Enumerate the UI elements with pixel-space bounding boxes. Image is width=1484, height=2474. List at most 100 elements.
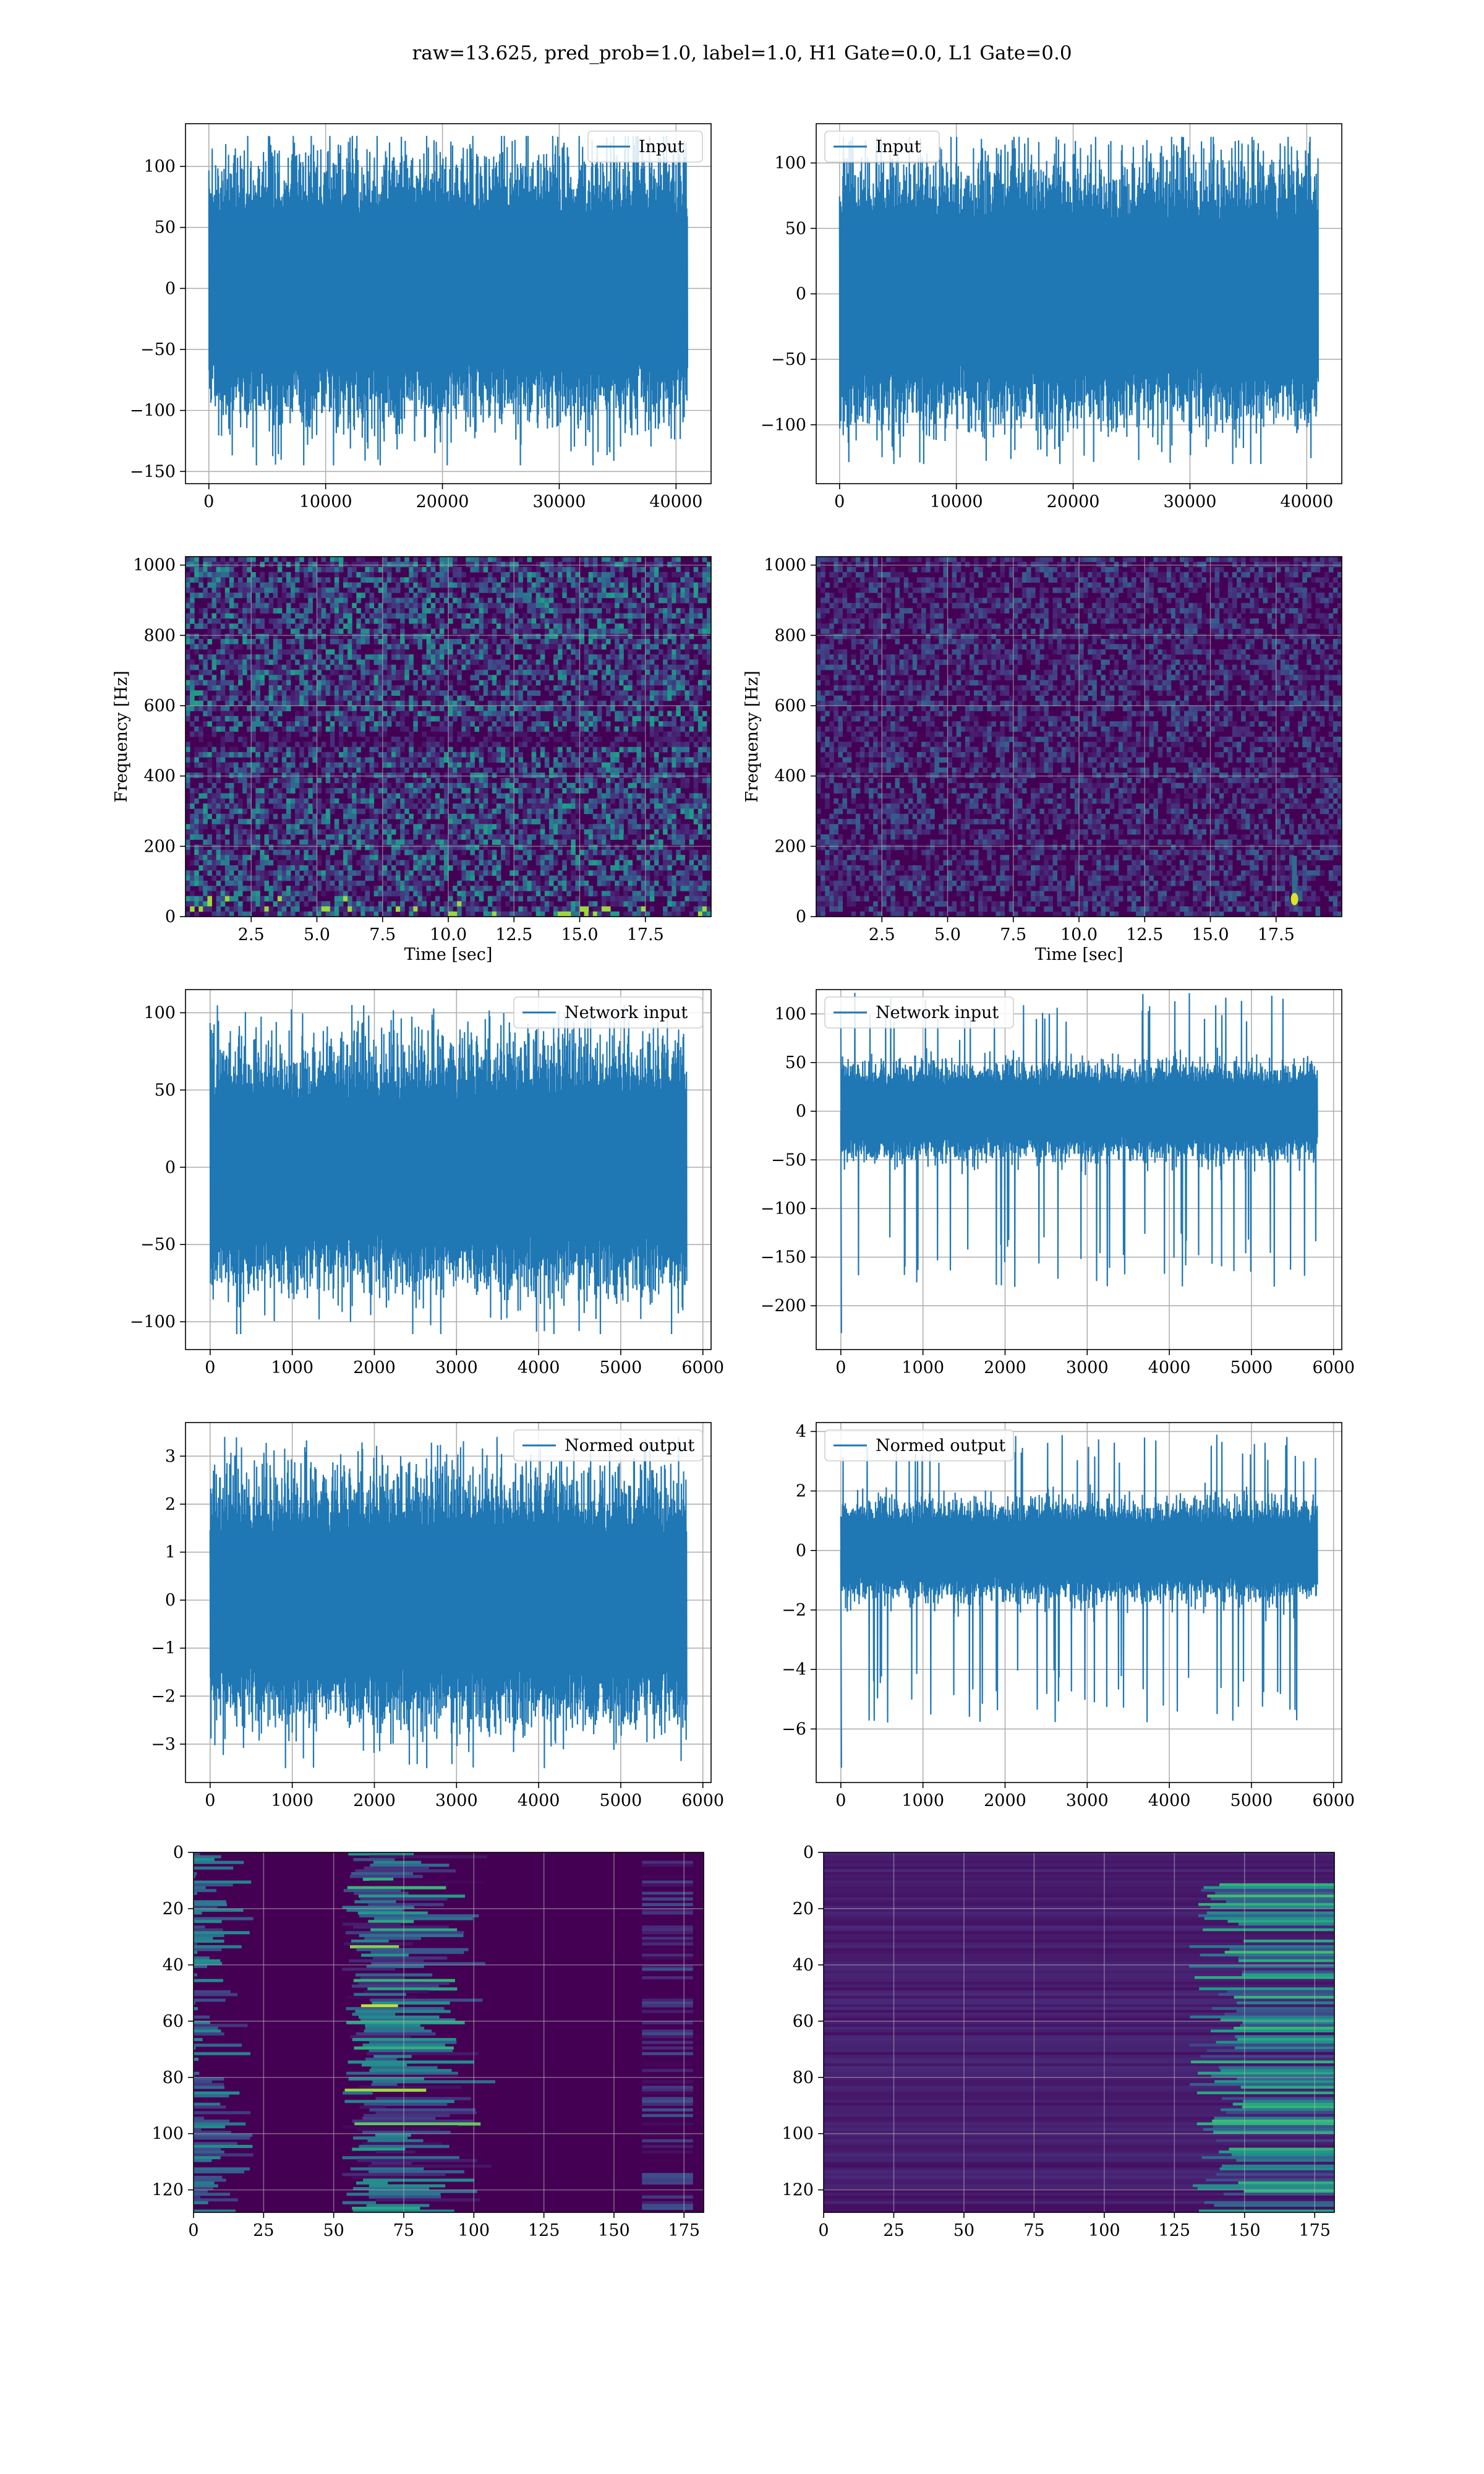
h1-spectrogram-cell: [435, 690, 440, 696]
h1-spectrogram-cell: [317, 711, 322, 717]
h1-spectrogram-cell: [369, 577, 375, 583]
h1-spectrogram-cell: [592, 870, 598, 876]
h1-spectrogram-cell: [286, 824, 291, 830]
h1-spectrogram-cell: [417, 855, 422, 861]
l1-input-legend-box: [824, 131, 940, 163]
h1-spectrogram-cell: [514, 571, 519, 578]
h1-spectrogram-cell: [632, 767, 638, 773]
h1-spectrogram-cell: [575, 571, 580, 578]
h1-spectrogram-cell: [540, 613, 545, 619]
h1-spectrogram-cell: [558, 824, 563, 830]
h1-spectrogram-cell: [317, 680, 322, 686]
h1-spectrogram-cell: [194, 870, 199, 876]
h1-spectrogram-cell: [535, 659, 541, 666]
h1-spectrogram-cell: [312, 675, 317, 681]
h1-spectrogram-cell: [334, 659, 339, 666]
h1-spectrogram-cell: [649, 731, 655, 737]
h1-spectrogram-cell: [654, 664, 659, 670]
h1-spectrogram-cell: [334, 762, 339, 768]
h1-spectrogram-cell: [457, 793, 462, 799]
h1-spectrogram-cell: [430, 706, 436, 711]
h1-spectrogram-cell: [496, 602, 501, 609]
h1-spectrogram-cell: [615, 773, 620, 779]
h1-spectrogram-cell: [496, 747, 501, 753]
h1-input-frame: [185, 123, 712, 484]
h1-spectrogram-cell: [667, 613, 672, 619]
h1-spectrogram-cell: [409, 875, 414, 881]
h1-spectrogram-cell: [194, 706, 199, 711]
h1-spectrogram-cell: [356, 839, 361, 845]
h1-spectrogram-cell: [426, 711, 432, 717]
h1-spectrogram-cell: [615, 633, 620, 640]
h1-spectrogram-cell: [474, 829, 480, 835]
h1-spectrogram-cell: [378, 654, 383, 660]
h1-spectrogram-cell: [396, 849, 401, 855]
h1-spectrogram-cell: [338, 562, 344, 568]
h1-spectrogram-cell: [448, 829, 453, 835]
h1-spectrogram-cell: [623, 844, 628, 850]
h1-spectrogram-cell: [334, 593, 339, 599]
h1-spectrogram-cell: [654, 829, 659, 835]
h1-spectrogram-cell: [628, 608, 633, 614]
h1-spectrogram-cell: [417, 865, 422, 871]
h1-spectrogram-cell: [461, 788, 466, 794]
h1-spectrogram-cell: [659, 813, 663, 820]
h1-spectrogram-cell: [663, 782, 668, 789]
h1-spectrogram-cell: [435, 773, 440, 779]
h1-spectrogram-cell: [676, 870, 681, 876]
h1-spectrogram-cell: [186, 762, 190, 768]
h1-spectrogram-cell: [535, 562, 541, 568]
h1-spectrogram-cell: [540, 773, 545, 779]
h1-spectrogram-cell: [615, 782, 620, 789]
h1-spectrogram-cell: [619, 855, 624, 861]
h1-spectrogram-cell: [186, 613, 190, 619]
h1-spectrogram-cell: [562, 762, 567, 768]
h1-spectrogram-cell: [684, 777, 690, 784]
h1-spectrogram-cell: [659, 798, 663, 804]
h1-spectrogram-cell: [592, 824, 598, 830]
h1-spectrogram-cell: [505, 618, 510, 624]
h1-spectrogram-cell: [356, 808, 361, 815]
h1-spectrogram-cell: [597, 628, 602, 635]
h1-spectrogram-cell: [186, 824, 190, 830]
h1-spectrogram-cell: [654, 782, 659, 789]
h1-spectrogram-cell: [672, 782, 676, 789]
h1-spectrogram-cell: [479, 623, 484, 629]
h1-spectrogram-cell: [649, 782, 655, 789]
h1-spectrogram-cell: [566, 782, 571, 789]
h1-spectrogram-cell: [501, 757, 506, 763]
h1-spectrogram-cell: [417, 644, 422, 650]
h1-spectrogram-cell: [689, 798, 694, 804]
h1-spectrogram-cell: [422, 587, 427, 593]
h1-spectrogram-cell: [233, 747, 239, 753]
h1-spectrogram-cell: [623, 706, 628, 711]
h1-spectrogram-cell: [190, 757, 195, 763]
h1-spectrogram-cell: [659, 557, 663, 562]
h1-spectrogram-cell: [435, 751, 440, 758]
h1-spectrogram-cell: [255, 824, 260, 830]
h1-spectrogram-cell: [233, 706, 239, 711]
h1-spectrogram-cell: [659, 721, 663, 727]
h1-spectrogram-cell: [606, 829, 611, 835]
h1-spectrogram-cell: [260, 855, 265, 861]
h1-spectrogram-cell: [457, 834, 462, 840]
h1-spectrogram-cell: [672, 793, 676, 799]
h1-spectrogram-cell: [409, 613, 414, 619]
h1-spectrogram-cell: [632, 700, 638, 706]
h1-spectrogram-cell: [575, 654, 580, 660]
h1-input-ytick-label-2: −50: [140, 340, 176, 359]
h1-spectrogram-cell: [413, 608, 418, 614]
h1-spectrogram-cell: [558, 711, 563, 717]
h1-spectrogram-cell: [615, 834, 620, 840]
h1-spectrogram-cell: [343, 782, 348, 789]
h1-input-legend-box: [587, 131, 703, 163]
h1-spectrogram-cell: [645, 680, 650, 686]
h1-spectrogram-cell: [623, 875, 628, 881]
h1-spectrogram-cell: [220, 675, 226, 681]
h1-spectrogram-cell: [689, 593, 694, 599]
h1-spectrogram-cell: [211, 675, 217, 681]
h1-spectrogram-cell: [198, 773, 203, 779]
h1-spectrogram-cell: [667, 628, 672, 635]
h1-spectrogram-cell: [352, 803, 357, 809]
h1-spectrogram-cell: [483, 562, 488, 568]
